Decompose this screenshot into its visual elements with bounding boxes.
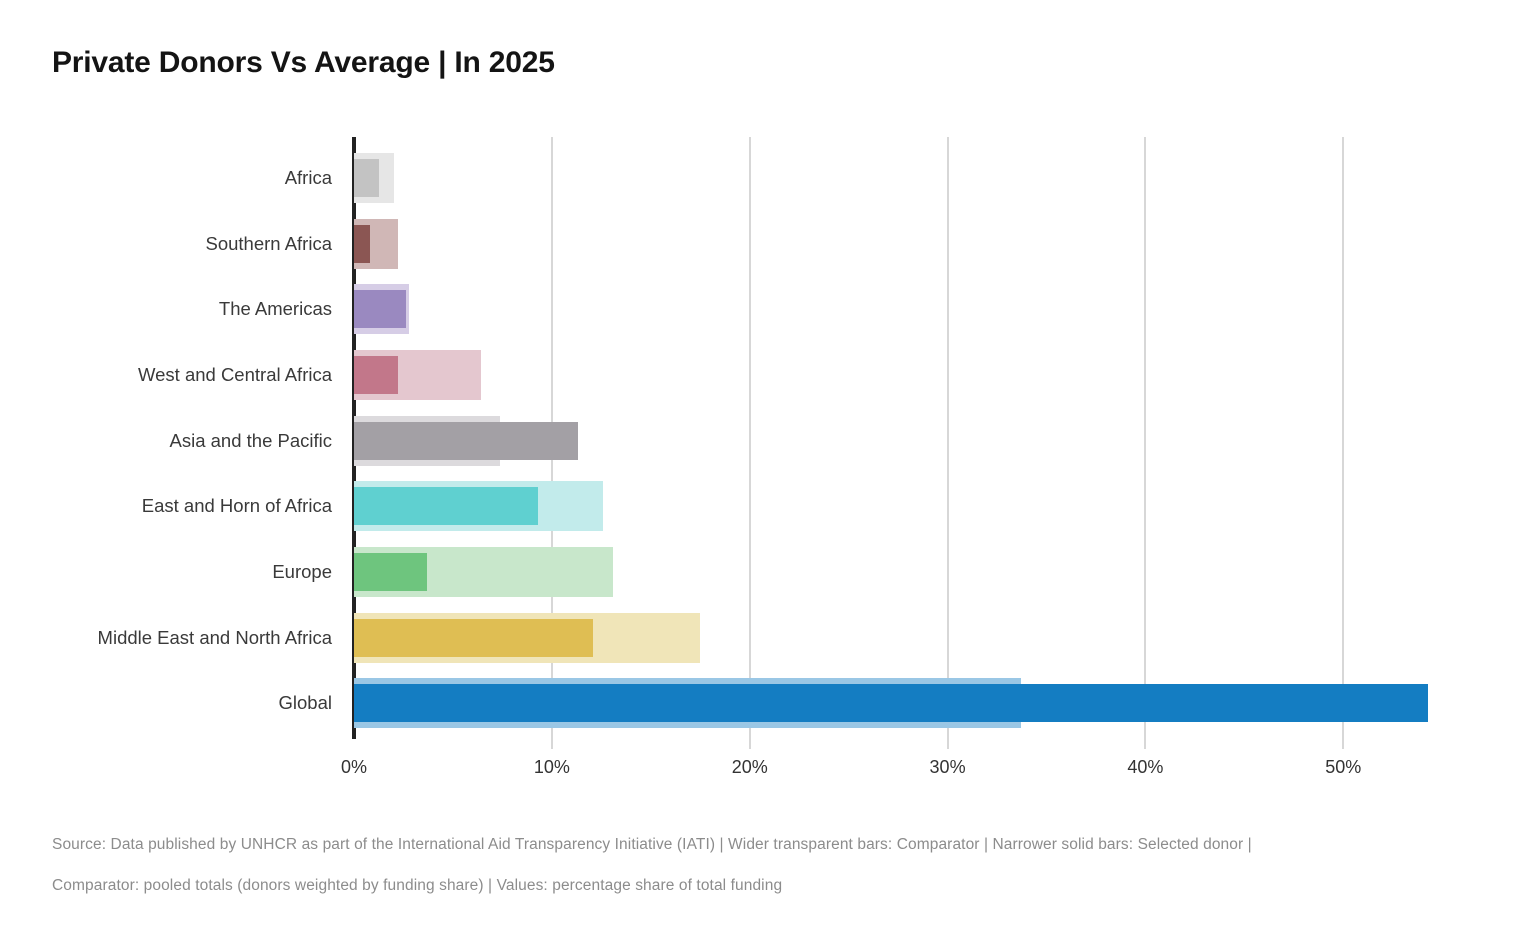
footer-notes-line: Comparator: pooled totals (donors weight… bbox=[52, 877, 783, 894]
category-label-middle-east-and-north-africa: Middle East and North Africa bbox=[97, 626, 332, 648]
selected-donor-bar[interactable] bbox=[354, 355, 398, 394]
x-axis-tick-30%: 30% bbox=[929, 757, 966, 777]
category-label-asia-and-the-pacific: Asia and the Pacific bbox=[169, 429, 332, 451]
x-axis-tick-10%: 10% bbox=[533, 757, 570, 777]
gridline-30% bbox=[946, 137, 949, 749]
x-axis-tick-50%: 50% bbox=[1325, 757, 1362, 777]
selected-donor-bar[interactable] bbox=[354, 487, 538, 526]
gridline-20% bbox=[748, 137, 751, 749]
x-axis-tick-0%: 0% bbox=[340, 757, 367, 777]
selected-donor-bar[interactable] bbox=[354, 421, 578, 460]
x-axis-tick-40%: 40% bbox=[1127, 757, 1164, 777]
selected-donor-bar[interactable] bbox=[354, 224, 370, 263]
gridline-40% bbox=[1144, 137, 1147, 749]
category-label-east-and-horn-of-africa: East and Horn of Africa bbox=[141, 495, 332, 517]
category-label-europe: Europe bbox=[272, 561, 332, 583]
selected-donor-bar[interactable] bbox=[354, 290, 407, 329]
selected-donor-bar[interactable] bbox=[354, 684, 1429, 723]
category-label-west-and-central-africa: West and Central Africa bbox=[138, 363, 332, 385]
selected-donor-bar[interactable] bbox=[354, 618, 594, 657]
chart-title: Private Donors Vs Average | In 2025 bbox=[52, 46, 555, 79]
category-label-africa: Africa bbox=[284, 166, 332, 188]
category-label-global: Global bbox=[278, 692, 332, 714]
footer-source-line: Source: Data published by UNHCR as part … bbox=[52, 836, 1252, 853]
gridline-50% bbox=[1342, 137, 1345, 749]
category-label-southern-africa: Southern Africa bbox=[205, 232, 333, 254]
x-axis-tick-20%: 20% bbox=[731, 757, 768, 777]
selected-donor-bar[interactable] bbox=[354, 553, 428, 592]
selected-donor-bar[interactable] bbox=[354, 158, 379, 197]
category-label-the-americas: The Americas bbox=[218, 298, 332, 320]
